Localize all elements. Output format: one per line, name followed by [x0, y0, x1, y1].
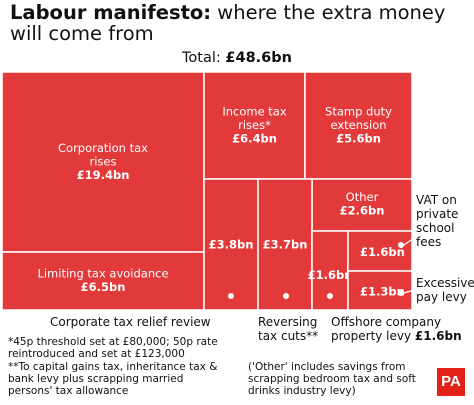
label-excessive-line2: pay levy [416, 290, 467, 304]
cell-value-label: £3.7bn [263, 238, 308, 252]
footnote-1-line1: *45p threshold set at £80,000; 50p rate [8, 336, 218, 348]
callout-dot [283, 293, 289, 299]
footnote-other-line2: scrapping bedroom tax and soft [248, 373, 416, 385]
footnote-1-line2: reintroduced and set at £123,000 [8, 348, 185, 360]
cell-value-label: £5.6bn [336, 131, 381, 145]
total-value: £48.6bn [225, 50, 292, 66]
cell-name-label: Stamp duty [325, 104, 392, 118]
callout-dot [228, 293, 234, 299]
footnote-2-line1: **To capital gains tax, inheritance tax … [8, 361, 218, 373]
pa-logo: PA [437, 368, 465, 396]
treemap-cell-vat-on-private-school-fees [347, 230, 413, 272]
label-excessive-line1: Excessive [416, 276, 474, 290]
cell-value-label: £6.4bn [232, 131, 277, 145]
cell-value-label: £19.4bn [77, 168, 130, 182]
cell-name-label: Limiting tax avoidance [37, 267, 168, 281]
footnote-other-line3: drinks industry levy) [248, 385, 356, 397]
footnote-2-line3: persons' tax allowance [8, 385, 129, 397]
callout-dot [327, 293, 333, 299]
cell-value-label: £1.6bn [308, 268, 353, 282]
callout-line [403, 289, 415, 294]
label-offshore-line1: Offshore company [331, 315, 442, 329]
treemap-cell-reversing-tax-cuts [257, 178, 313, 311]
footnote-other-line1: ('Other' includes savings from [248, 361, 406, 373]
chart-title: Labour manifesto: where the extra money … [10, 2, 450, 44]
label-offshore-line2: property levy £1.6bn [331, 330, 462, 343]
cell-name-label: Income tax [222, 104, 287, 118]
treemap-cell-corporate-tax-relief-review [203, 178, 259, 311]
cell-value-label: £1.3bn [360, 285, 405, 299]
callout-line [403, 237, 415, 246]
footnote-2-line2: bank levy plus scrapping married [8, 373, 184, 385]
cell-name-label: extension [330, 118, 386, 132]
cell-value-label: £3.8bn [209, 238, 254, 252]
treemap-cell-other [311, 178, 413, 232]
label-reversing-line2: tax cuts** [258, 329, 319, 343]
cell-name-label: Other [346, 190, 379, 204]
label-vat-line3: school [416, 221, 455, 235]
label-offshore-value: £1.6bn [414, 329, 462, 343]
label-offshore-text: property levy [331, 329, 415, 343]
label-reversing-line1: Reversing [258, 315, 318, 329]
cell-value-label: £1.6bn [360, 245, 405, 259]
label-vat-line4: fees [416, 235, 442, 249]
total-label: Total: [182, 50, 226, 66]
label-corporate-tax-relief-review: Corporate tax relief review [50, 315, 211, 329]
label-vat-line2: private [416, 207, 459, 221]
title-rest: where the extra money will come from [10, 1, 446, 45]
title-bold: Labour manifesto: [10, 1, 212, 24]
label-vat-line1: VAT on [416, 193, 457, 207]
total-line: Total: £48.6bn [0, 50, 474, 66]
treemap-cell-limiting-tax-avoidance [1, 251, 205, 311]
cell-name-label: Corporation tax [58, 141, 148, 155]
cell-name-label: rises* [238, 118, 271, 132]
callout-dot [398, 242, 404, 248]
cell-name-label: rises [90, 154, 117, 168]
cell-value-label: £6.5bn [81, 280, 126, 294]
callout-dot [398, 290, 404, 296]
cell-value-label: £2.6bn [340, 204, 385, 218]
